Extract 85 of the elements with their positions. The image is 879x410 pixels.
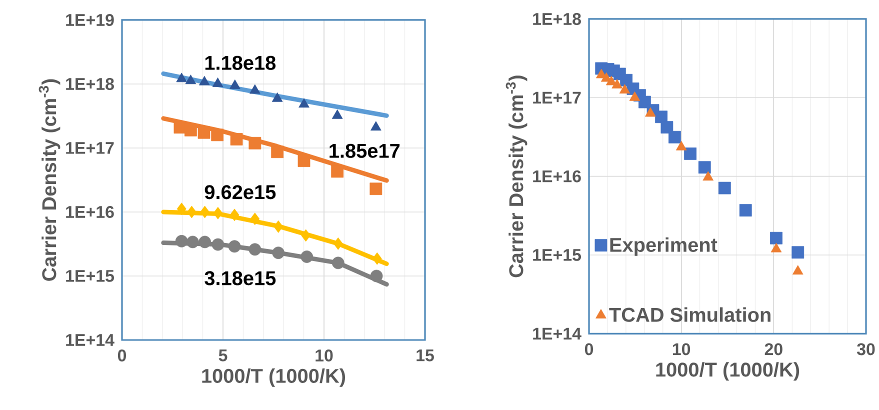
y-axis-title: Carrier Density (cm$^{-3}$) bbox=[506, 76, 528, 278]
point bbox=[331, 165, 344, 178]
point bbox=[272, 92, 283, 102]
point bbox=[333, 237, 343, 250]
point bbox=[612, 79, 622, 88]
point bbox=[212, 78, 224, 87]
legend-label: TCAD Simulation bbox=[609, 307, 770, 322]
point bbox=[718, 182, 731, 194]
x-axis-title: 1000/T (1000/K) bbox=[656, 362, 800, 381]
point bbox=[186, 206, 196, 218]
x-tick-label: 5 bbox=[218, 350, 228, 362]
y-tick-label: 1E+15 bbox=[66, 270, 114, 282]
point bbox=[629, 91, 640, 101]
point bbox=[298, 154, 310, 168]
point bbox=[230, 133, 243, 146]
point bbox=[272, 246, 285, 260]
x-tick-label: 20 bbox=[764, 343, 782, 356]
point bbox=[174, 121, 186, 134]
y-axis-title: Carrier Density (cm$^{-3}$) bbox=[38, 79, 60, 281]
point bbox=[230, 208, 240, 222]
point bbox=[332, 256, 344, 270]
point bbox=[175, 234, 188, 248]
point bbox=[655, 110, 668, 124]
point bbox=[606, 76, 617, 86]
line-series bbox=[161, 71, 389, 118]
point bbox=[645, 107, 656, 117]
point bbox=[702, 171, 714, 181]
point bbox=[619, 84, 630, 94]
point bbox=[370, 182, 382, 196]
point bbox=[199, 76, 210, 86]
y-tick-label: 1E+18 bbox=[533, 12, 581, 25]
y-tick-label: 1E+17 bbox=[533, 92, 581, 104]
point bbox=[274, 220, 284, 233]
y-tick-label: 1E+18 bbox=[66, 78, 114, 90]
point bbox=[248, 243, 262, 256]
point bbox=[300, 250, 314, 263]
legend-label: Experiment bbox=[610, 237, 718, 256]
point bbox=[185, 74, 196, 84]
x-tick-label: 15 bbox=[416, 350, 434, 362]
point bbox=[250, 212, 260, 226]
point bbox=[370, 121, 382, 131]
annotation: 9.62e15 bbox=[204, 185, 276, 200]
point bbox=[211, 128, 224, 142]
y-tick-label: 1E+16 bbox=[66, 206, 114, 218]
point bbox=[186, 236, 199, 248]
point bbox=[792, 265, 804, 275]
annotation: 1.85e17 bbox=[330, 144, 400, 158]
x-tick-label: 0 bbox=[584, 343, 594, 356]
point bbox=[660, 121, 674, 134]
y-tick-label: 1E+15 bbox=[533, 249, 582, 261]
y-tick-label: 1E+19 bbox=[66, 14, 114, 26]
point bbox=[698, 161, 711, 174]
point bbox=[792, 246, 804, 259]
x-tick-label: 0 bbox=[118, 350, 126, 362]
point bbox=[370, 270, 383, 282]
y-tick-label: 1E+14 bbox=[66, 334, 114, 346]
point bbox=[230, 80, 240, 89]
x-axis-title: 1000/T (1000/K) bbox=[202, 368, 346, 387]
point bbox=[676, 140, 687, 150]
point bbox=[212, 238, 224, 251]
x-tick-label: 10 bbox=[316, 350, 333, 362]
point bbox=[248, 136, 262, 150]
point bbox=[198, 236, 212, 248]
y-tick-label: 1E+16 bbox=[533, 170, 581, 182]
point bbox=[332, 109, 343, 119]
point bbox=[668, 130, 681, 144]
point bbox=[271, 146, 284, 158]
point bbox=[176, 72, 187, 82]
point bbox=[200, 206, 210, 218]
point bbox=[298, 98, 310, 108]
point bbox=[176, 202, 186, 216]
point bbox=[198, 126, 210, 139]
point bbox=[213, 206, 223, 220]
x-tick-label: 10 bbox=[672, 343, 690, 356]
point bbox=[770, 232, 782, 244]
annotation: 3.18e15 bbox=[204, 271, 276, 286]
point bbox=[250, 84, 260, 94]
annotation: 1.18e18 bbox=[205, 56, 276, 70]
point bbox=[228, 240, 241, 253]
y-tick-label: 1E+14 bbox=[533, 328, 582, 340]
point bbox=[739, 204, 752, 217]
y-tick-label: 1E+17 bbox=[66, 142, 114, 154]
x-tick-label: 30 bbox=[856, 343, 875, 356]
point bbox=[684, 148, 696, 160]
point bbox=[770, 242, 782, 252]
